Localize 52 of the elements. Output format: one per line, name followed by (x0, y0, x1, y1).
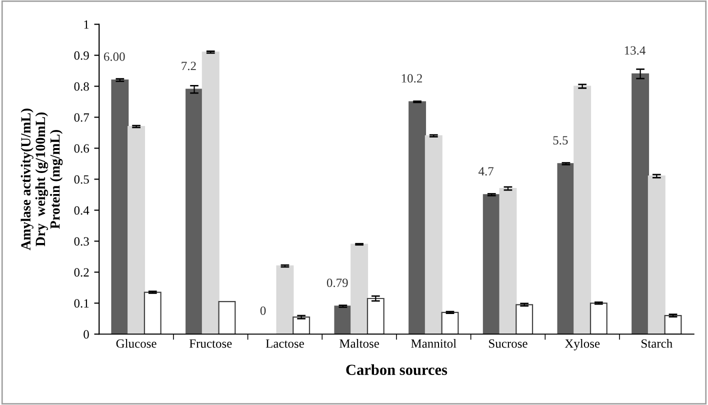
bar (202, 52, 220, 334)
y-tick-label: 0 (84, 330, 89, 339)
annotation: 7.2 (182, 62, 196, 70)
x-tick-label: Lactose (266, 339, 304, 348)
annotation: 0 (260, 306, 266, 315)
annotation: 5.5 (553, 136, 568, 145)
bar (482, 194, 500, 334)
bar (499, 188, 517, 334)
x-tick-label: Sucrose (489, 339, 528, 348)
x-tick-label: Xylose (564, 338, 600, 350)
y-tick-label: 0.4 (74, 206, 90, 215)
bar (408, 101, 426, 334)
y-tick-label: 0.1 (74, 299, 89, 308)
x-tick-label: Mannitol (411, 338, 456, 348)
annotation: 13.4 (624, 46, 646, 55)
y-tick-label: 0.8 (74, 82, 89, 91)
bar (144, 292, 162, 334)
bar (590, 302, 608, 334)
bar (276, 265, 294, 334)
bar (111, 80, 129, 334)
x-axis-title: Carbon sources (346, 364, 448, 376)
bar (366, 298, 384, 334)
y-axis-title: Amylase activity(U/mL) Dry weight (g/100mL) Protein (mg/mL) (20, 108, 63, 250)
annotation: 10.2 (402, 74, 422, 83)
bar (574, 86, 592, 334)
annotation: 4.7 (478, 167, 494, 176)
bar (441, 312, 459, 334)
y-tick-label: 0.6 (74, 144, 90, 153)
annotation: 6.00 (104, 52, 125, 61)
x-tick-label: Fructose (189, 339, 232, 348)
annotation: 0.79 (326, 278, 348, 288)
bar (218, 301, 236, 334)
bar (664, 314, 682, 334)
y-tick-label: 0.3 (74, 237, 89, 246)
x-tick-label: Starch (642, 338, 672, 348)
x-tick-label: Maltose (340, 338, 380, 348)
bar (516, 304, 534, 334)
x-tick-label: Glucose (116, 338, 156, 348)
bar (350, 244, 368, 334)
bar (334, 306, 352, 334)
y-tick-label: 1 (84, 20, 89, 29)
bar (557, 163, 575, 334)
bar (186, 88, 204, 334)
bar (648, 176, 666, 334)
bar (632, 73, 650, 334)
bar (128, 126, 146, 334)
y-tick-label: 0.9 (74, 51, 89, 60)
bar (292, 316, 310, 334)
y-tick-label: 0.2 (74, 268, 89, 277)
bar (424, 135, 442, 334)
y-tick-label: 0.5 (74, 175, 89, 184)
y-tick-label: 0.7 (74, 113, 90, 122)
